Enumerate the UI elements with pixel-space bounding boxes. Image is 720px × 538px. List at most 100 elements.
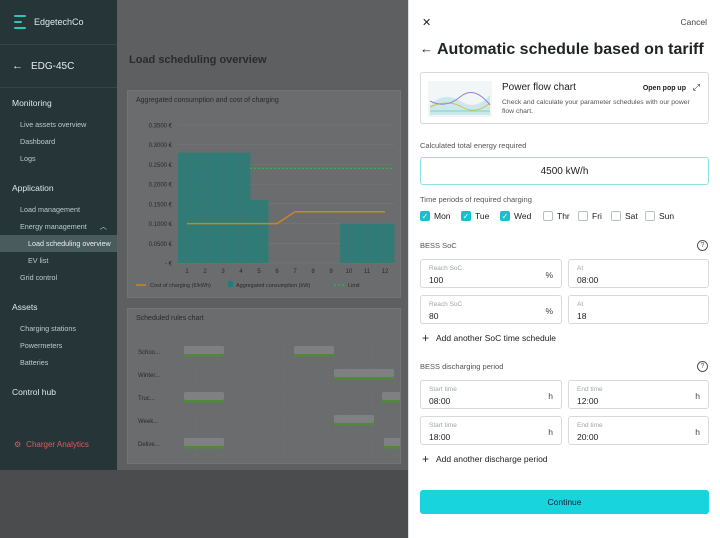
- add-discharge-button[interactable]: + Add another discharge period: [422, 452, 548, 466]
- x-tick-label: 12: [382, 269, 389, 275]
- day-checkbox-tue[interactable]: ✓ Tue: [461, 211, 489, 221]
- consumption-bar: [376, 223, 395, 263]
- consumption-bar: [214, 152, 233, 263]
- day-checkbox-fri[interactable]: Fri: [578, 211, 602, 221]
- open-popup-link[interactable]: Open pop up: [642, 85, 686, 92]
- day-checkbox-sat[interactable]: Sat: [611, 211, 638, 221]
- start-time-value: 08:00: [429, 396, 451, 406]
- reach-soc-value: 80: [429, 311, 439, 321]
- consumption-bar: [340, 223, 359, 263]
- nav-live-assets[interactable]: Live assets overview: [20, 120, 87, 129]
- energy-value-field[interactable]: 4500 kW/h: [420, 157, 709, 185]
- nav-ev-list[interactable]: EV list: [28, 256, 49, 265]
- x-tick-label: 7: [293, 269, 297, 275]
- section-application: Application: [12, 183, 54, 193]
- checkbox-empty-icon[interactable]: [611, 211, 621, 221]
- section-control-hub[interactable]: Control hub: [12, 387, 56, 397]
- at-time-input-1[interactable]: At 08:00: [568, 259, 709, 288]
- day-label: Wed: [514, 211, 532, 221]
- plus-icon: +: [422, 452, 430, 466]
- energy-value: 4500 kW/h: [540, 165, 589, 177]
- start-time-input-2[interactable]: Start time 18:00 h: [420, 416, 562, 445]
- end-time-input-1[interactable]: End time 12:00 h: [568, 380, 709, 409]
- checkbox-checked-icon[interactable]: ✓: [461, 211, 471, 221]
- power-flow-card[interactable]: Power flow chart Check and calculate you…: [420, 72, 709, 124]
- charger-analytics-label: Charger Analytics: [26, 440, 89, 449]
- at-value: 08:00: [577, 275, 599, 285]
- nav-charging-stations[interactable]: Charging stations: [20, 324, 76, 333]
- day-checkbox-wed[interactable]: ✓ Wed: [500, 211, 531, 221]
- day-checkbox-sun[interactable]: Sun: [645, 211, 674, 221]
- reach-soc-label: Reach SoC: [429, 301, 463, 308]
- add-soc-label: Add another SoC time schedule: [436, 333, 557, 343]
- page-title: Load scheduling overview: [129, 54, 267, 66]
- end-time-label: End time: [577, 422, 603, 429]
- y-tick-label: 0.3000 €: [149, 143, 173, 149]
- nav-powermeters[interactable]: Powermeters: [20, 341, 63, 350]
- gear-icon: ⚙: [14, 440, 22, 449]
- end-time-input-2[interactable]: End time 20:00 h: [568, 416, 709, 445]
- rule-bar-accent: [294, 354, 334, 357]
- y-tick-label: 0.1000 €: [149, 222, 173, 228]
- chart1-title: Aggregated consumption and cost of charg…: [136, 97, 279, 104]
- continue-button[interactable]: Continue: [420, 490, 709, 514]
- power-flow-title: Power flow chart: [502, 82, 576, 93]
- checkbox-empty-icon[interactable]: [578, 211, 588, 221]
- nav-dashboard[interactable]: Dashboard: [20, 137, 56, 146]
- legend-limit-label: Limit: [348, 283, 360, 289]
- rule-bar: [294, 346, 334, 354]
- energy-label: Calculated total energy required: [420, 141, 527, 150]
- continue-label: Continue: [547, 497, 582, 507]
- x-tick-label: 11: [364, 269, 371, 275]
- charger-analytics-link[interactable]: ⚙ Charger Analytics: [14, 440, 89, 449]
- hour-unit: h: [548, 391, 553, 401]
- checkbox-checked-icon[interactable]: ✓: [500, 211, 510, 221]
- reach-soc-input-2[interactable]: Reach SoC 80 %: [420, 295, 562, 324]
- help-icon[interactable]: ?: [697, 240, 708, 251]
- checkbox-empty-icon[interactable]: [543, 211, 553, 221]
- nav-load-scheduling-overview[interactable]: Load scheduling overview: [0, 235, 117, 252]
- legend-cost-label: Cost of charging (€/kWh): [150, 283, 211, 289]
- at-time-input-2[interactable]: At 18: [568, 295, 709, 324]
- expand-icon[interactable]: ⤢: [692, 82, 700, 92]
- plus-icon: +: [422, 331, 430, 345]
- scheduled-rules-chart: Schoo... Winter... Truc... Week... Delive...: [138, 335, 400, 457]
- brand: EdgetechCo: [0, 0, 117, 44]
- nav-logs[interactable]: Logs: [20, 154, 36, 163]
- checkbox-empty-icon[interactable]: [645, 211, 655, 221]
- consumption-bar: [178, 152, 197, 263]
- legend-consumption-label: Aggregated consumption (kW): [236, 283, 310, 289]
- device-selector[interactable]: ← EDG-45C: [0, 44, 117, 88]
- consumption-chart-card: Aggregated consumption and cost of charg…: [127, 90, 401, 298]
- cancel-button[interactable]: Cancel: [680, 17, 707, 27]
- nav-grid-control[interactable]: Grid control: [20, 273, 58, 282]
- rule-bar: [184, 392, 224, 400]
- checkbox-checked-icon[interactable]: ✓: [420, 211, 430, 221]
- hour-unit: h: [695, 427, 700, 437]
- nav-batteries[interactable]: Batteries: [20, 358, 49, 367]
- rule-bar: [184, 438, 224, 446]
- consumption-bar: [196, 152, 215, 263]
- back-arrow-icon[interactable]: ←: [420, 41, 433, 56]
- reach-soc-input-1[interactable]: Reach SoC 100 %: [420, 259, 562, 288]
- power-flow-thumbnail: [428, 81, 492, 117]
- section-monitoring: Monitoring: [12, 98, 52, 108]
- periods-label: Time periods of required charging: [420, 195, 532, 204]
- y-tick-label: 0.1500 €: [149, 202, 173, 208]
- nav-load-management[interactable]: Load management: [20, 205, 80, 214]
- section-assets: Assets: [12, 302, 38, 312]
- add-soc-button[interactable]: + Add another SoC time schedule: [422, 331, 557, 345]
- help-icon[interactable]: ?: [697, 361, 708, 372]
- start-time-input-1[interactable]: Start time 08:00 h: [420, 380, 562, 409]
- reach-soc-label: Reach SoC: [429, 265, 463, 272]
- close-icon[interactable]: ✕: [422, 17, 432, 29]
- chevron-up-icon: ︿: [99, 222, 107, 231]
- rule-bar: [184, 346, 224, 354]
- day-checkbox-thr[interactable]: Thr: [543, 211, 570, 221]
- nav-energy-management[interactable]: Energy management ︿: [0, 218, 117, 235]
- consumption-chart: 0.3500 € 0.3000 € 0.2500 € 0.2000 € 0.1500 €…: [136, 124, 395, 289]
- x-tick-label: 6: [275, 269, 279, 275]
- back-arrow-icon[interactable]: ←: [12, 60, 23, 72]
- rule-bar-accent: [184, 446, 224, 449]
- day-checkbox-mon[interactable]: ✓ Mon: [420, 211, 451, 221]
